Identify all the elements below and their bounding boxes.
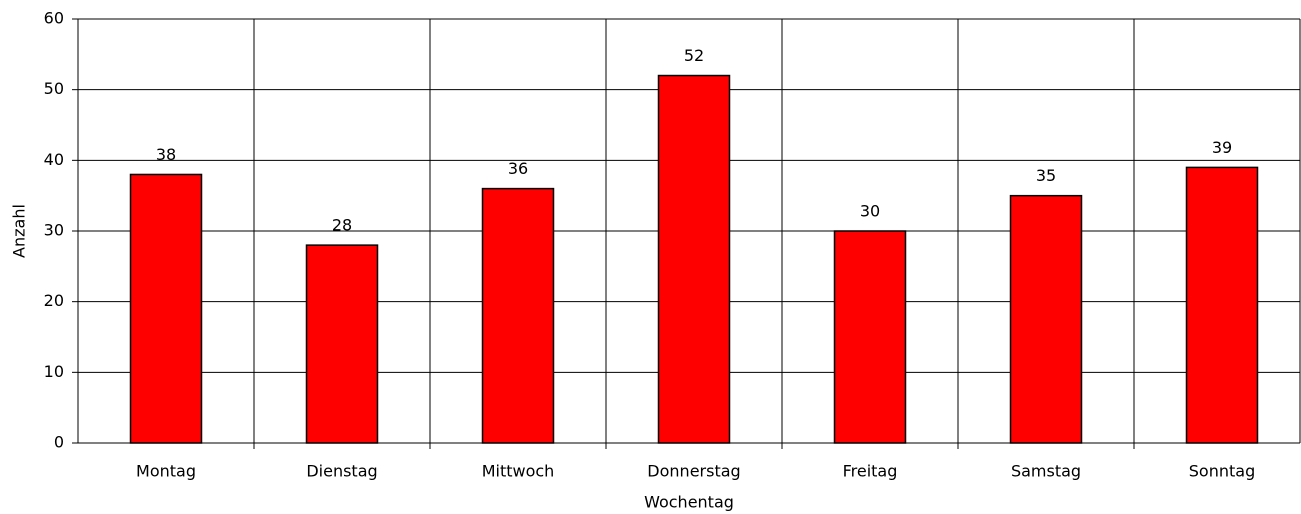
- bar: [833, 230, 907, 444]
- y-tick-label: 50: [44, 79, 64, 98]
- data-label: 28: [332, 216, 352, 235]
- data-label: 39: [1212, 138, 1232, 157]
- x-axis-label: Wochentag: [644, 493, 734, 512]
- bar: [129, 173, 203, 444]
- y-axis-label: Anzahl: [10, 204, 29, 258]
- x-tick-label: Mittwoch: [482, 462, 555, 481]
- bar: [305, 244, 379, 444]
- y-tick-label: 20: [44, 291, 64, 310]
- x-tick-label: Dienstag: [306, 462, 377, 481]
- x-tick-label: Freitag: [843, 462, 898, 481]
- bar: [1009, 194, 1083, 444]
- bar: [481, 187, 555, 444]
- x-tick-label: Donnerstag: [647, 462, 740, 481]
- y-tick-label: 40: [44, 150, 64, 169]
- x-tick-label: Montag: [136, 462, 196, 481]
- y-tick-label: 10: [44, 362, 64, 381]
- y-tick-label: 60: [44, 9, 64, 28]
- data-label: 30: [860, 202, 880, 221]
- y-tick-label: 30: [44, 221, 64, 240]
- bar: [657, 74, 731, 444]
- data-label: 36: [508, 159, 528, 178]
- data-label: 52: [684, 46, 704, 65]
- y-tick-label: 0: [54, 433, 64, 452]
- data-label: 35: [1036, 166, 1056, 185]
- x-tick-label: Samstag: [1011, 462, 1081, 481]
- data-label: 38: [156, 145, 176, 164]
- x-tick-label: Sonntag: [1189, 462, 1255, 481]
- bar: [1185, 166, 1259, 444]
